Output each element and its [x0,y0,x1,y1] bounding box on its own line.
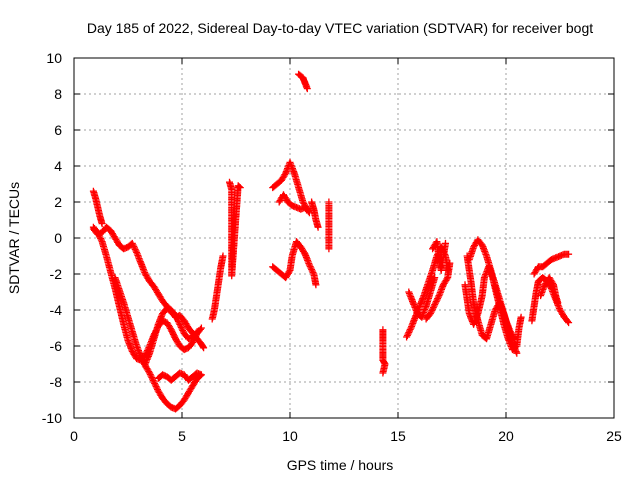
y-tick-label: -2 [50,266,63,282]
y-tick-label: -4 [50,302,63,318]
x-tick-label: 15 [390,428,406,444]
y-tick-label: 2 [54,194,62,210]
y-tick-label: -8 [50,374,63,390]
x-tick-label: 0 [70,428,78,444]
data-points [89,70,573,413]
axis-ticks [73,57,615,419]
y-axis-label: SDTVAR / TECUs [6,182,22,294]
x-tick-label: 5 [178,428,186,444]
x-tick-label: 20 [498,428,514,444]
y-tick-label: 0 [54,230,62,246]
data-point-markers [89,70,573,413]
x-tick-labels: 0 5 10 15 20 25 [70,428,622,444]
y-tick-labels: -10 -8 -6 -4 -2 0 2 4 6 8 10 [42,50,62,426]
y-tick-label: 4 [54,158,62,174]
y-tick-label: 8 [54,86,62,102]
grid [74,58,614,418]
y-tick-label: -10 [42,410,62,426]
x-tick-label: 10 [282,428,298,444]
x-axis-label: GPS time / hours [287,457,394,473]
y-tick-label: 6 [54,122,62,138]
y-tick-label: -6 [50,338,63,354]
y-tick-label: 10 [46,50,62,66]
x-tick-label: 25 [606,428,622,444]
chart-title: Day 185 of 2022, Sidereal Day-to-day VTE… [87,20,593,36]
